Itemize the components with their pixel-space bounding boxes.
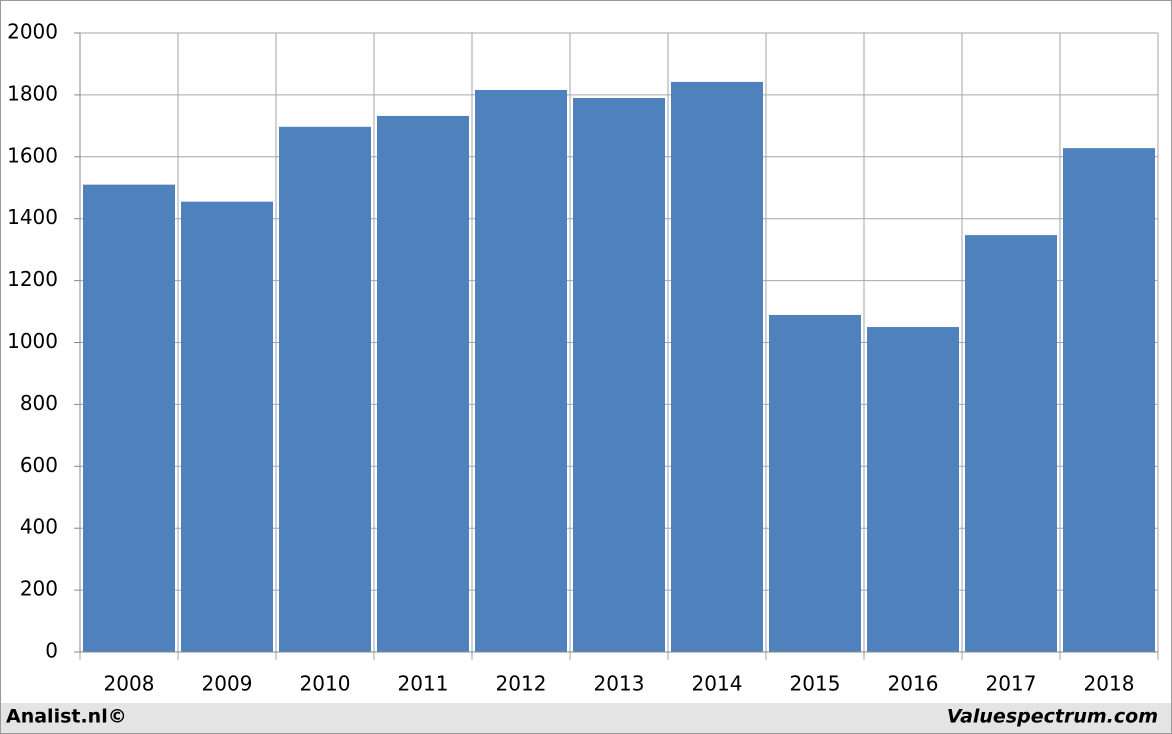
bar [1063,148,1155,652]
x-tick-label: 2017 [986,672,1037,696]
x-tick-label: 2018 [1084,672,1135,696]
y-tick-label: 1200 [7,267,58,291]
x-tick-label: 2009 [202,672,253,696]
bar [867,327,959,652]
x-tick-label: 2015 [790,672,841,696]
y-tick-label: 0 [45,639,58,663]
x-tick-label: 2014 [692,672,743,696]
y-tick-label: 1800 [7,81,58,105]
y-tick-label: 1400 [7,205,58,229]
bar [573,97,665,653]
bar [279,126,371,652]
x-tick-label: 2010 [300,672,351,696]
credit-left: Analist.nl© [6,706,127,728]
y-tick-label: 200 [20,577,58,601]
bar [475,89,567,652]
x-tick-label: 2011 [398,672,449,696]
bar [377,115,469,653]
bar [769,314,861,652]
y-tick-label: 800 [20,391,58,415]
bar [965,235,1057,652]
credit-right: Valuespectrum.com [947,706,1158,728]
y-tick-label: 1000 [7,329,58,353]
x-tick-label: 2013 [594,672,645,696]
bar [83,184,175,652]
y-tick-label: 1600 [7,143,58,167]
bar [181,201,273,653]
bar [671,81,763,652]
x-tick-label: 2008 [104,672,155,696]
x-tick-label: 2012 [496,672,547,696]
footer-band [1,703,1171,733]
y-tick-label: 600 [20,453,58,477]
y-tick-label: 2000 [7,20,58,44]
x-tick-label: 2016 [888,672,939,696]
y-tick-label: 400 [20,515,58,539]
